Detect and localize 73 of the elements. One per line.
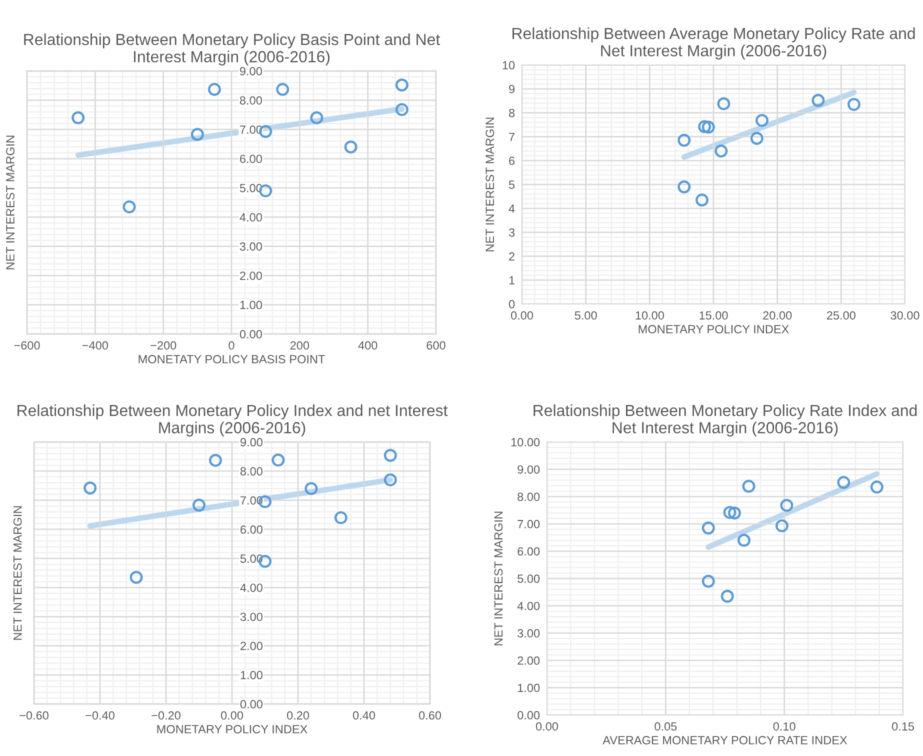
y-axis-title: NET INTEREST MARGIN [13, 506, 22, 640]
x-tick-label: 0.00 [536, 722, 558, 731]
y-tick-label: 10.00 [511, 438, 540, 446]
x-tick-label: 5.00 [574, 311, 597, 320]
y-tick-label: 9.00 [240, 438, 262, 446]
y-tick-label: 0.00 [240, 700, 262, 708]
y-tick-label: 7 [509, 132, 514, 141]
x-tick-label: 0.20 [286, 711, 310, 720]
chart-title: Relationship Between Monetary Policy Basis Point and Net Interest Margin (2006-2016) [24, 33, 440, 66]
x-tick-label: 0.60 [418, 711, 442, 720]
y-tick-label: 6.00 [240, 154, 262, 164]
y-tick-label: 4.00 [240, 584, 262, 592]
y-tick-label: 8.00 [240, 467, 262, 476]
y-tick-label: 5 [508, 180, 515, 189]
y-tick-label: 7.00 [518, 520, 540, 528]
y-tick-label: 10 [502, 61, 515, 70]
x-tick-label: −0.40 [86, 711, 114, 720]
y-tick-label: 9 [509, 84, 514, 94]
x-tick-label: 30.00 [890, 311, 920, 320]
x-tick-label: 0.10 [773, 722, 796, 731]
y-tick-label: 0 [508, 300, 515, 308]
y-axis-title: NET INTEREST MARGIN [6, 136, 14, 270]
y-tick-label: 8 [509, 108, 515, 118]
x-tick-label: 600 [426, 341, 446, 350]
x-tick-label: 0.05 [654, 722, 677, 731]
y-tick-label: 4.00 [240, 213, 262, 222]
x-tick-label: −0.20 [152, 711, 180, 720]
x-tick-label: 400 [358, 341, 378, 350]
y-tick-label: 4.00 [517, 602, 540, 610]
y-tick-label: 3 [508, 228, 515, 237]
y-axis-title: NET INTEREST MARGIN [494, 512, 503, 646]
x-tick-label: 200 [290, 341, 310, 350]
y-tick-label: 6.00 [240, 525, 262, 534]
x-axis-title: MONETARY POLICY INDEX [157, 725, 308, 734]
y-tick-label: 2 [509, 252, 514, 260]
y-tick-label: 5.00 [518, 574, 540, 583]
x-tick-label: −0.60 [20, 711, 48, 720]
y-tick-label: 1.00 [240, 670, 262, 680]
y-tick-label: 3.00 [240, 612, 262, 622]
chart-title: Relationship Between Average Monetary Policy Rate and Net Interest Margin (2006-2016) [512, 27, 915, 60]
x-axis-title: MONETATY POLICY BASIS POINT [138, 355, 325, 364]
y-tick-label: 0.00 [240, 330, 262, 338]
x-axis-title: MONETARY POLICY INDEX [638, 325, 789, 334]
x-tick-label: −400 [82, 341, 108, 350]
y-tick-label: 1.00 [518, 684, 540, 692]
y-tick-label: 2.00 [518, 656, 540, 665]
x-tick-label: 15.00 [700, 311, 728, 320]
x-tick-label: 10.00 [636, 311, 664, 320]
y-tick-label: 3.00 [240, 242, 262, 251]
y-axis-title: NET INTEREST MARGIN [486, 118, 494, 252]
x-axis-title: AVERAGE MONETARY POLICY RATE INDEX [602, 736, 848, 744]
x-tick-label: −200 [150, 341, 176, 350]
x-tick-label: 0.00 [220, 711, 244, 720]
y-tick-label: 9.00 [240, 67, 262, 76]
y-tick-label: 4 [508, 204, 515, 213]
y-tick-label: 9.00 [518, 465, 540, 474]
y-tick-label: 1.00 [240, 300, 262, 310]
y-tick-label: 1 [509, 276, 514, 284]
x-tick-label: 0 [228, 341, 234, 350]
chart-title: Relationship Between Monetary Policy Rate Index and Net Interest Margin (2006-2016) [534, 404, 917, 437]
x-tick-label: 20.00 [763, 311, 792, 320]
x-tick-label: 0.15 [892, 722, 914, 731]
y-tick-label: 8.00 [518, 492, 540, 501]
chart-title: Relationship Between Monetary Policy Index and net Interest Margins (2006-2016) [18, 404, 448, 437]
y-tick-label: 3.00 [518, 629, 540, 638]
y-tick-label: 6 [509, 156, 515, 165]
x-tick-label: −600 [14, 341, 40, 350]
y-tick-label: 6.00 [518, 547, 540, 556]
x-tick-label: 25.00 [826, 311, 856, 320]
x-tick-label: 0.40 [352, 711, 376, 720]
y-tick-label: 2.00 [240, 642, 262, 650]
y-tick-label: 2.00 [240, 272, 262, 280]
y-tick-label: 8.00 [240, 96, 262, 105]
